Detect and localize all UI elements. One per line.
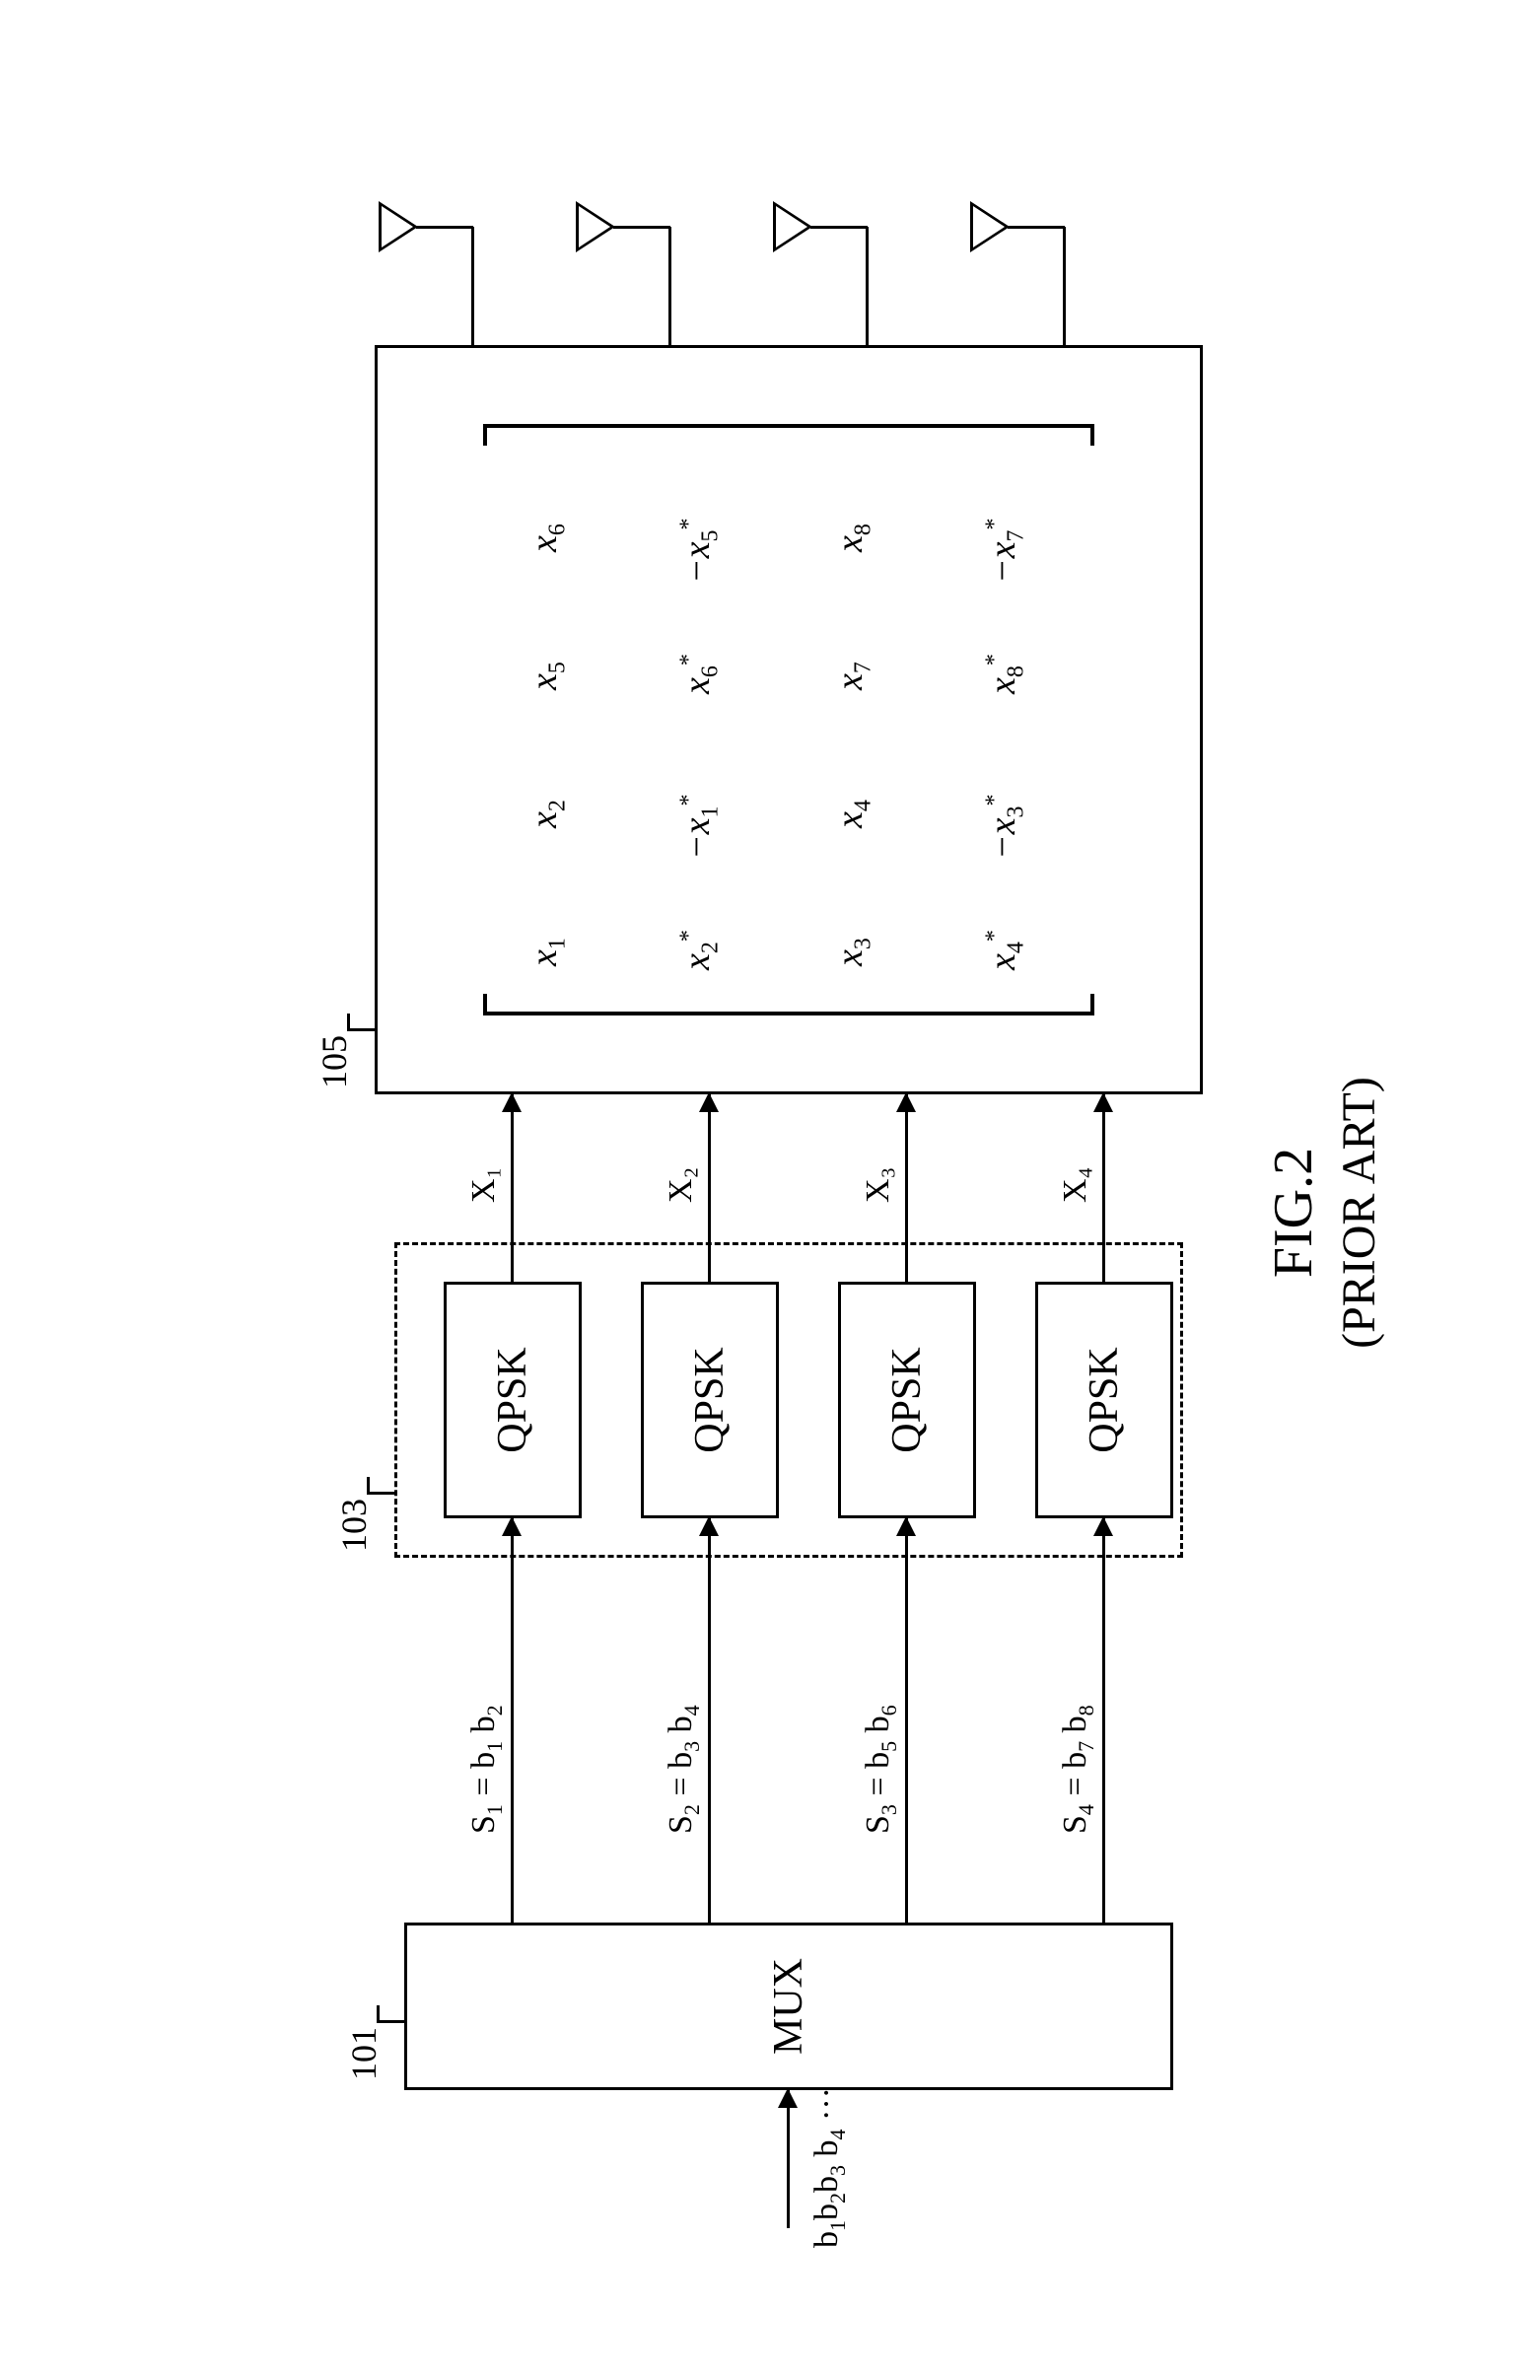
s2-label: S2 = b3 b4 — [663, 1705, 705, 1834]
arrow-x4 — [1102, 1094, 1105, 1282]
antenna-line-4 — [1063, 227, 1066, 345]
antenna-stem-3 — [810, 226, 868, 229]
x4-label: X₄ — [1057, 1167, 1094, 1203]
antenna-line-3 — [866, 227, 869, 345]
m-r4c3: x8* — [981, 654, 1030, 694]
s3-label: S3 = b5 b6 — [860, 1705, 902, 1834]
mapper-ref-tick — [367, 1492, 394, 1495]
mapper-ref: 103 — [333, 1499, 375, 1552]
diagram-stage: b1b2b3 b4 ···· MUX 101 103 QPSK QPSK QPS… — [246, 177, 1331, 2248]
m-r1c2: x2 — [523, 800, 572, 828]
m-r4c2: −x3* — [981, 794, 1030, 860]
arrow-x2 — [708, 1094, 711, 1282]
m-r1c1: x1 — [523, 938, 572, 966]
m-r1c3: x5 — [523, 662, 572, 690]
arrow-s3 — [905, 1518, 908, 1923]
qpsk-block-3: QPSK — [838, 1282, 976, 1518]
m-r3c4: x8 — [828, 524, 877, 552]
arrow-x3 — [905, 1094, 908, 1282]
x3-label: X₃ — [860, 1167, 897, 1203]
antenna-line-2 — [668, 227, 671, 345]
input-bits-label: b1b2b3 b4 ···· — [808, 2076, 851, 2248]
m-r3c3: x7 — [828, 662, 877, 690]
encoder-block — [375, 345, 1203, 1094]
antenna-icon-2 — [576, 201, 615, 252]
s4-label: S4 = b7 b8 — [1057, 1705, 1099, 1834]
antenna-icon-3 — [773, 201, 812, 252]
x1-label: X₁ — [465, 1167, 503, 1203]
qpsk-label-1: QPSK — [489, 1347, 536, 1452]
qpsk-block-4: QPSK — [1035, 1282, 1173, 1518]
encoder-ref-hook — [347, 1014, 350, 1031]
qpsk-block-2: QPSK — [641, 1282, 779, 1518]
mux-ref: 101 — [343, 2027, 385, 2080]
caption-main: FIG.2 — [1263, 1148, 1324, 1278]
qpsk-label-4: QPSK — [1081, 1347, 1128, 1452]
x2-label: X₂ — [663, 1167, 700, 1203]
m-r2c1: x2* — [675, 930, 725, 970]
m-r3c2: x4 — [828, 800, 877, 828]
m-r3c1: x3 — [828, 938, 877, 966]
antenna-line-1 — [471, 227, 474, 345]
m-r2c2: −x1* — [675, 794, 725, 860]
antenna-stem-1 — [416, 226, 473, 229]
figure-2-diagram: b1b2b3 b4 ···· MUX 101 103 QPSK QPSK QPS… — [0, 670, 1540, 1755]
antenna-icon-4 — [970, 201, 1010, 252]
m-r4c1: x4* — [981, 930, 1030, 970]
antenna-stem-4 — [1008, 226, 1065, 229]
mux-ref-tick — [377, 2020, 404, 2023]
qpsk-label-3: QPSK — [883, 1347, 931, 1452]
arrow-s4 — [1102, 1518, 1105, 1923]
arrow-x1 — [511, 1094, 514, 1282]
mapper-ref-hook — [367, 1477, 370, 1495]
m-r2c3: x6* — [675, 654, 725, 694]
caption-sub: (PRIOR ART) — [1333, 1077, 1385, 1349]
qpsk-block-1: QPSK — [444, 1282, 582, 1518]
encoder-ref: 105 — [314, 1035, 355, 1088]
qpsk-label-2: QPSK — [686, 1347, 734, 1452]
arrow-s1 — [511, 1518, 514, 1923]
figure-caption: FIG.2 (PRIOR ART) — [1262, 986, 1388, 1439]
antenna-stem-2 — [613, 226, 670, 229]
m-r2c4: −x5* — [675, 518, 725, 584]
s1-label: S1 = b1 b2 — [465, 1705, 508, 1834]
m-r4c4: −x7* — [981, 518, 1030, 584]
input-arrow — [787, 2090, 790, 2228]
antenna-icon-1 — [379, 201, 418, 252]
m-r1c4: x6 — [523, 524, 572, 552]
arrow-s2 — [708, 1518, 711, 1923]
encoder-ref-tick — [347, 1028, 375, 1031]
matrix-right-bracket — [483, 424, 1094, 446]
mux-label: MUX — [765, 1958, 812, 2055]
matrix-left-bracket — [483, 994, 1094, 1015]
mux-ref-hook — [377, 2005, 380, 2023]
mux-block: MUX — [404, 1923, 1173, 2090]
